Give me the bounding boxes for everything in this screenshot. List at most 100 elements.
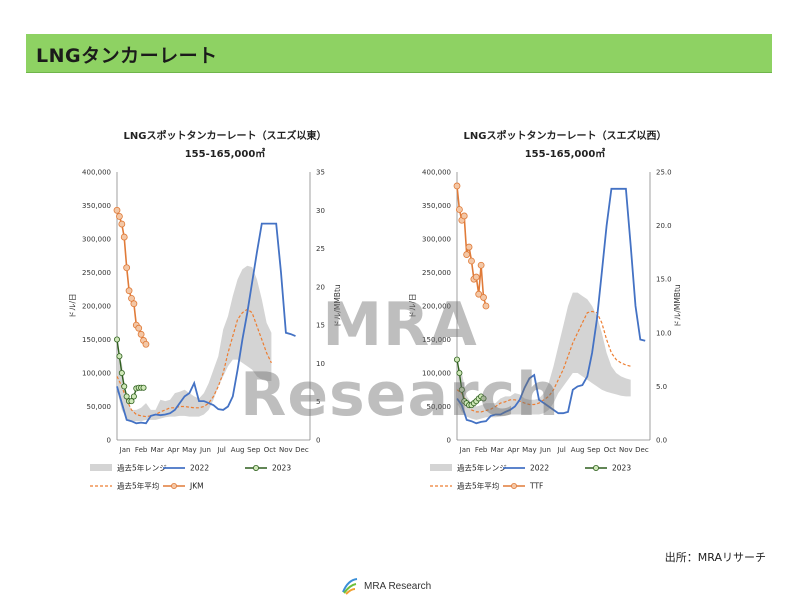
chart-svg-west: 400,000 350,000 300,000 250,000 200,000 150,0…: [408, 169, 682, 491]
x-tick-label: Jun: [199, 446, 211, 454]
price-point: [135, 324, 143, 332]
price-line: [116, 210, 147, 345]
x-tick-label: Apr: [507, 446, 519, 454]
y2-tick-label: 25.0: [656, 169, 672, 177]
legend-swatch-range: [90, 464, 112, 471]
y-axis-label: ドル/日: [68, 293, 77, 318]
series-2023-point: [128, 398, 135, 405]
legend-marker-price: [511, 482, 518, 489]
chart-subtitle: 155-165,000㎥: [184, 149, 266, 160]
y-axis-label: ドル/日: [408, 293, 417, 318]
x-tick-label: Dec: [635, 446, 649, 454]
chart-svg-east: 400,000 350,000 300,000 250,000 200,000 150,0…: [68, 169, 342, 491]
series-2023-point: [118, 369, 125, 376]
x-tick-label: Jan: [459, 446, 471, 454]
mra-logo-icon: [342, 578, 358, 595]
series-2023-point: [130, 393, 137, 400]
legend-label: 過去5年レンジ: [457, 463, 507, 473]
x-tick-label: Sep: [247, 446, 261, 454]
price-point: [465, 243, 473, 251]
legend-label: 過去5年平均: [117, 481, 159, 491]
y2-tick-label: 10.0: [656, 329, 672, 337]
y2-axis-label: ドル/MMBtu: [673, 284, 682, 328]
price-point: [456, 206, 463, 213]
legend-label: 2023: [612, 464, 631, 473]
series-2023-point: [480, 395, 487, 402]
y2-tick-label: 0: [316, 437, 320, 445]
price-point: [142, 340, 150, 348]
price-point: [123, 264, 131, 272]
footer-logo-text: MRA Research: [364, 580, 432, 592]
price-point: [130, 300, 138, 308]
y-tick-label: 350,000: [82, 202, 111, 210]
price-point: [468, 257, 475, 265]
y2-tick-label: 35: [316, 169, 325, 177]
series-2023-point: [114, 336, 121, 343]
x-tick-label: May: [522, 446, 536, 454]
y2-tick-label: 5.0: [656, 383, 667, 391]
x-tick-label: Jul: [556, 446, 566, 454]
legend-marker-2023: [592, 464, 599, 471]
x-tick-label: Sep: [587, 446, 601, 454]
y-tick-label: 150,000: [422, 336, 451, 344]
chart-panel-west: LNGスポットタンカーレート（スエズ以西） 155-165,000㎥ 400,0…: [385, 120, 745, 500]
x-tick-label: Aug: [571, 446, 585, 454]
price-point: [453, 182, 461, 190]
legend-label: 過去5年レンジ: [117, 463, 167, 473]
legend-label: TTF: [529, 482, 543, 491]
chart-subtitle: 155-165,000㎥: [524, 149, 606, 160]
source-note: 出所：MRAリサーチ: [664, 551, 766, 564]
y2-tick-label: 15.0: [656, 276, 672, 284]
series-2023-point: [116, 353, 123, 360]
range-band: [457, 292, 631, 420]
y-tick-label: 100,000: [422, 370, 451, 378]
legend-label: 2022: [530, 464, 549, 473]
price-point: [120, 233, 128, 241]
y-tick-label: 400,000: [82, 169, 111, 177]
y-tick-label: 250,000: [422, 269, 451, 277]
price-point: [125, 287, 133, 295]
x-tick-label: Nov: [619, 446, 633, 454]
y2-tick-label: 25: [316, 245, 325, 253]
x-tick-label: Jan: [119, 446, 131, 454]
series-2023-point: [456, 369, 463, 376]
y2-tick-label: 20.0: [656, 222, 672, 230]
x-tick-label: Feb: [135, 446, 148, 454]
footer-logo: MRA Research: [340, 576, 431, 596]
price-point: [463, 251, 471, 258]
y-tick-label: 50,000: [87, 403, 112, 411]
y-tick-label: 0: [447, 437, 451, 445]
y-tick-label: 100,000: [82, 370, 111, 378]
y2-tick-label: 5: [316, 398, 320, 406]
series-2022-line: [456, 187, 646, 425]
price-point: [137, 330, 145, 338]
x-tick-label: Apr: [167, 446, 179, 454]
page-title: LNGタンカーレート: [36, 45, 218, 67]
x-tick-label: Mar: [151, 446, 164, 454]
y-tick-label: 0: [107, 437, 111, 445]
legend-label: JKM: [189, 482, 204, 491]
y-tick-label: 200,000: [422, 303, 451, 311]
series-2022-line: [116, 222, 296, 425]
series-2023-point: [454, 356, 461, 363]
range-band: [117, 265, 272, 422]
y-tick-label: 50,000: [427, 403, 452, 411]
series-2023-point: [458, 386, 465, 393]
legend-marker-2023: [252, 464, 259, 471]
chart-title: LNGスポットタンカーレート（スエズ以東）: [123, 131, 327, 142]
x-tick-label: Oct: [264, 446, 276, 454]
price-point: [116, 213, 123, 220]
y2-tick-label: 20: [316, 283, 325, 291]
chart-title: LNGスポットタンカーレート（スエズ以西）: [463, 131, 667, 142]
y-tick-label: 300,000: [82, 236, 111, 244]
price-point: [118, 220, 126, 228]
y2-axis-label: ドル/MMBtu: [333, 284, 342, 328]
legend-label: 2022: [190, 464, 209, 473]
y-tick-label: 300,000: [422, 236, 451, 244]
avg-line: [456, 310, 631, 413]
title-banner: LNGタンカーレート: [26, 34, 772, 73]
legend-swatch-range: [430, 464, 452, 471]
y2-tick-label: 30: [316, 207, 325, 215]
price-point: [475, 290, 483, 298]
y-tick-label: 150,000: [82, 336, 111, 344]
